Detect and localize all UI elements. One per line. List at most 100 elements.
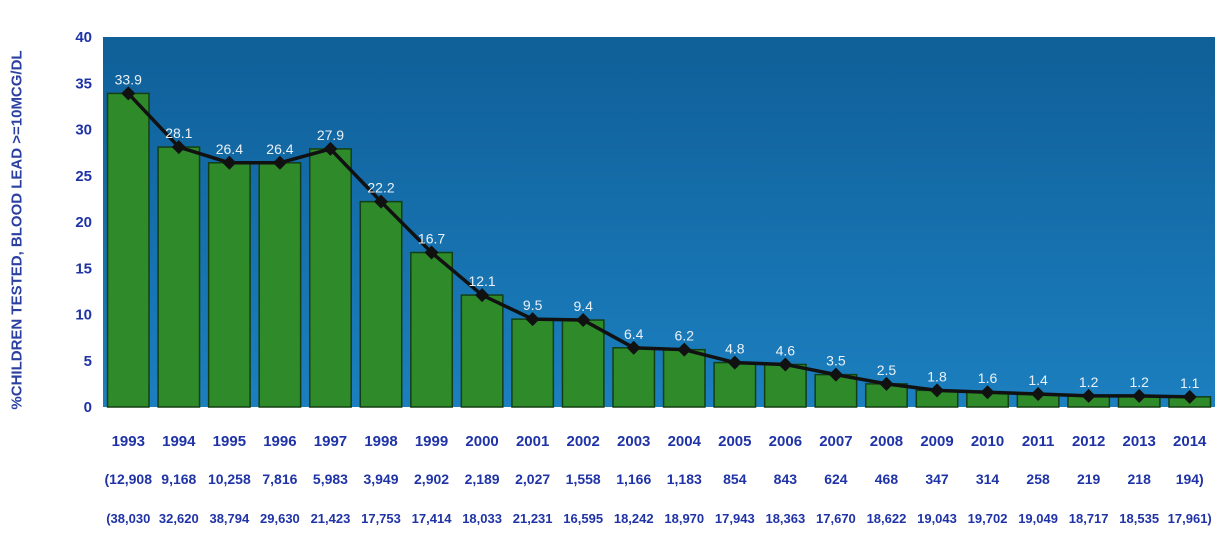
positives-count: 843 xyxy=(774,471,798,487)
positives-count: 5,983 xyxy=(313,471,348,487)
data-point-marker xyxy=(677,342,692,357)
value-labels: 33.9 28.1 26.4 26.4 27.9 22.2 16.7 12.1 9.5 9.4 6.… xyxy=(115,71,1200,390)
data-point-marker xyxy=(171,140,186,155)
x-tick-label: 2007 xyxy=(819,433,852,450)
positives-count: 194) xyxy=(1176,471,1204,487)
bar xyxy=(359,200,403,408)
positives-count: (12,908 xyxy=(105,471,153,487)
positives-count: 2,902 xyxy=(414,471,449,487)
bar xyxy=(258,162,302,408)
positives-count: 1,166 xyxy=(616,471,651,487)
data-label: 2.5 xyxy=(877,362,897,378)
tested-count: 38,794 xyxy=(209,511,250,526)
data-point-marker xyxy=(475,288,490,303)
tested-row: (38,030 32,620 38,794 29,630 21,423 17,753 17,… xyxy=(106,511,1212,526)
data-point-marker xyxy=(323,141,338,156)
y-tick-label: 40 xyxy=(75,29,92,46)
data-label: 1.8 xyxy=(927,368,947,384)
data-label: 28.1 xyxy=(165,125,192,141)
tested-count: 17,943 xyxy=(715,511,755,526)
x-tick-label: 1994 xyxy=(162,433,196,450)
positives-count: 2,189 xyxy=(465,471,500,487)
x-tick-label: 2004 xyxy=(668,433,702,450)
data-label: 12.1 xyxy=(468,273,495,289)
x-tick-label: 2003 xyxy=(617,433,650,450)
bar xyxy=(511,318,555,408)
data-label: 1.2 xyxy=(1129,374,1149,390)
tested-count: 32,620 xyxy=(159,511,199,526)
tested-count: 17,753 xyxy=(361,511,401,526)
x-axis-categories: 1993 1994 1995 1996 1997 1998 1999 2000 2001 2002… xyxy=(112,433,1207,450)
bar xyxy=(207,162,251,408)
x-tick-label: 2006 xyxy=(769,433,802,450)
y-tick-label: 35 xyxy=(75,75,92,92)
y-tick-label: 25 xyxy=(75,168,92,185)
tested-count: 17,961) xyxy=(1168,511,1212,526)
tested-count: 18,242 xyxy=(614,511,654,526)
y-tick-label: 15 xyxy=(75,260,92,277)
y-tick-label: 30 xyxy=(75,122,92,139)
y-tick-label: 20 xyxy=(75,214,92,231)
tested-count: 19,702 xyxy=(968,511,1008,526)
positives-count: 218 xyxy=(1128,471,1152,487)
tested-count: 18,363 xyxy=(765,511,805,526)
positives-count: 347 xyxy=(925,471,949,487)
data-point-marker xyxy=(778,357,793,372)
tested-count: 18,622 xyxy=(867,511,907,526)
y-tick-label: 5 xyxy=(84,353,92,370)
x-tick-label: 2010 xyxy=(971,433,1004,450)
data-point-marker xyxy=(1132,388,1147,403)
tested-count: 16,595 xyxy=(563,511,603,526)
bar xyxy=(612,347,656,408)
data-label: 9.5 xyxy=(523,297,543,313)
data-point-marker xyxy=(576,313,591,328)
positives-count: 7,816 xyxy=(262,471,297,487)
y-axis: 0 5 10 15 20 25 30 35 40 xyxy=(75,29,92,416)
data-label: 1.4 xyxy=(1028,372,1048,388)
x-tick-label: 1993 xyxy=(112,433,145,450)
data-label: 6.4 xyxy=(624,326,644,342)
positives-count: 219 xyxy=(1077,471,1101,487)
tested-count: 19,043 xyxy=(917,511,957,526)
data-point-marker xyxy=(424,245,439,260)
data-label: 6.2 xyxy=(675,328,695,344)
positives-count: 9,168 xyxy=(161,471,196,487)
positives-count: 2,027 xyxy=(515,471,550,487)
bar xyxy=(308,148,352,408)
x-tick-label: 1999 xyxy=(415,433,448,450)
data-label: 22.2 xyxy=(367,180,394,196)
data-label: 27.9 xyxy=(317,127,344,143)
bar xyxy=(460,294,504,408)
data-point-marker xyxy=(1031,387,1046,402)
data-point-marker xyxy=(930,383,944,398)
tested-count: 18,970 xyxy=(664,511,704,526)
data-point-marker xyxy=(272,155,287,170)
data-label: 4.6 xyxy=(776,342,796,358)
positives-count: 258 xyxy=(1026,471,1050,487)
tested-count: 21,423 xyxy=(311,511,351,526)
tested-count: 19,049 xyxy=(1018,511,1058,526)
data-point-marker xyxy=(525,312,540,327)
positives-row: (12,908 9,168 10,258 7,816 5,983 3,949 2,902 2,… xyxy=(105,471,1204,487)
x-tick-label: 2014 xyxy=(1173,433,1207,450)
positives-count: 1,558 xyxy=(566,471,601,487)
data-label: 26.4 xyxy=(216,141,243,157)
bar xyxy=(561,319,605,408)
data-label: 1.1 xyxy=(1180,375,1200,391)
bar xyxy=(662,348,706,408)
data-label: 26.4 xyxy=(266,141,293,157)
x-tick-label: 2012 xyxy=(1072,433,1105,450)
x-tick-label: 2009 xyxy=(920,433,953,450)
positives-count: 10,258 xyxy=(208,471,251,487)
x-tick-label: 1998 xyxy=(364,433,397,450)
positives-count: 3,949 xyxy=(363,471,398,487)
data-label: 33.9 xyxy=(115,71,142,87)
x-tick-label: 2000 xyxy=(465,433,498,450)
positives-count: 624 xyxy=(824,471,848,487)
tested-count: 21,231 xyxy=(513,511,553,526)
bar xyxy=(713,361,757,408)
data-point-marker xyxy=(1081,388,1096,403)
data-point-marker xyxy=(980,385,995,400)
positives-count: 1,183 xyxy=(667,471,702,487)
tested-count: (38,030 xyxy=(106,511,150,526)
